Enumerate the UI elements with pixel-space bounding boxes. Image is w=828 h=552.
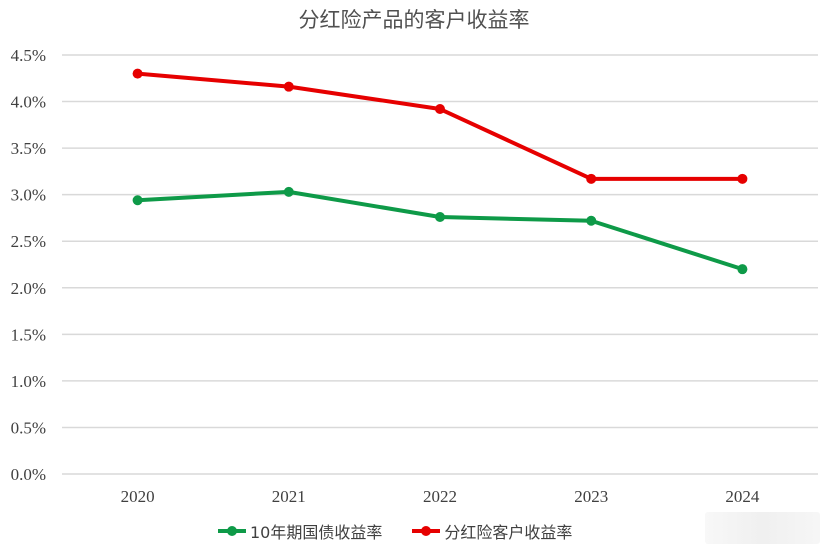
y-tick-label: 4.0% xyxy=(11,93,46,112)
y-axis-ticks: 0.0% 0.5% 1.0% 1.5% 2.0% 2.5% 3.0% 3.5% 4.0% 4.5% xyxy=(11,46,46,484)
data-point[interactable] xyxy=(586,173,597,184)
y-tick-label: 1.5% xyxy=(11,325,46,344)
x-tick-label: 2021 xyxy=(272,487,306,506)
green-line-marker-icon xyxy=(218,525,246,537)
y-tick-label: 2.0% xyxy=(11,279,46,298)
data-point[interactable] xyxy=(435,104,445,115)
legend-label: 10年期国债收益率 xyxy=(250,523,383,542)
chart-title: 分红险产品的客户收益率 xyxy=(298,8,530,32)
y-tick-label: 3.5% xyxy=(11,139,46,158)
data-point[interactable] xyxy=(132,68,143,79)
series-line xyxy=(137,71,743,181)
y-tick-label: 0.5% xyxy=(11,418,46,437)
data-point[interactable] xyxy=(586,215,597,226)
legend-label: 分红险客户收益率 xyxy=(444,523,573,542)
y-tick-label: 4.5% xyxy=(11,46,46,65)
data-series xyxy=(132,68,748,275)
legend: 10年期国债收益率 分红险客户收益率 xyxy=(218,519,572,543)
x-tick-label: 2022 xyxy=(423,487,457,506)
y-tick-label: 3.0% xyxy=(11,186,46,205)
data-point[interactable] xyxy=(132,195,143,206)
data-point[interactable] xyxy=(283,186,294,197)
data-point[interactable] xyxy=(737,173,748,184)
legend-item-bond-yield[interactable]: 10年期国债收益率 xyxy=(218,519,382,543)
y-tick-label: 1.0% xyxy=(11,372,46,391)
blurred-watermark xyxy=(705,512,820,544)
x-tick-label: 2024 xyxy=(725,487,760,506)
series-line xyxy=(137,189,744,272)
data-point[interactable] xyxy=(283,81,294,92)
data-point[interactable] xyxy=(435,212,445,223)
gridlines xyxy=(62,54,818,475)
x-tick-label: 2020 xyxy=(121,487,155,506)
y-tick-label: 0.0% xyxy=(11,465,46,484)
x-axis-ticks: 2020 2021 2022 2023 2024 xyxy=(121,487,760,506)
legend-item-dividend-insurance-yield[interactable]: 分红险客户收益率 xyxy=(412,519,572,543)
data-point[interactable] xyxy=(737,264,748,275)
x-tick-label: 2023 xyxy=(574,487,608,506)
y-tick-label: 2.5% xyxy=(11,232,46,251)
red-line-marker-icon xyxy=(412,525,441,537)
